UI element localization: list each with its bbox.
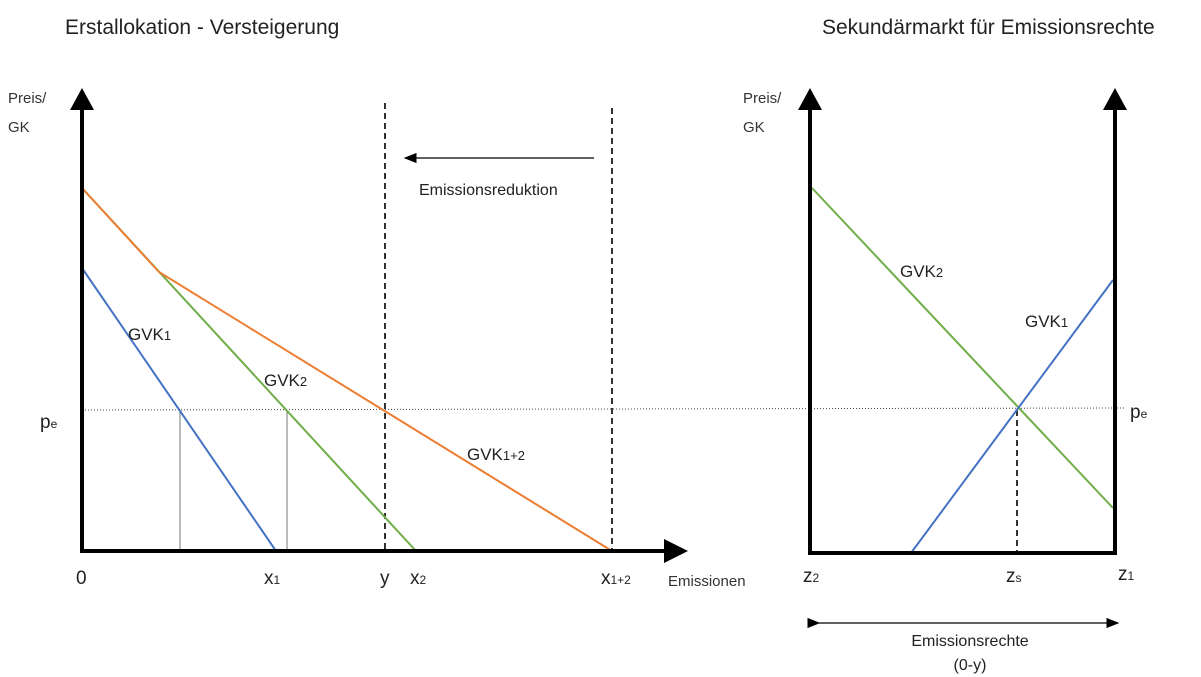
left-y-axis-label-gk: GK [8,119,30,136]
left-panel-title: Erstallokation - Versteigerung [65,16,339,39]
right-y-axis-label-gk: GK [743,119,765,136]
gvk1-label-right: GVK1 [1025,312,1068,331]
price-label-right: pe [1130,402,1148,423]
gvk12-label-left: GVK1+2 [467,445,525,464]
gvk1-curve-right [910,279,1114,554]
y-label: y [380,568,390,589]
gvk2-label-right: GVK2 [900,262,943,281]
left-y-axis-label-price: Preis/ [8,90,47,107]
emission-rights-label: Emissionsrechte [911,633,1028,650]
gvk2-curve-right [811,187,1114,509]
right-panel-title: Sekundärmarkt für Emissionsrechte [822,16,1155,39]
left-x-axis-arrowhead [664,539,688,563]
x2-label: x2 [410,568,427,589]
price-level-line [81,407,1125,411]
emission-reduction-label: Emissionsreduktion [419,182,558,199]
gvk12-curve-left [81,187,613,552]
left-x-axis-label: Emissionen [668,573,746,590]
z1-label: z1 [1118,564,1135,585]
right-right-axis-arrowhead [1103,88,1127,110]
origin-label: 0 [76,568,87,589]
emission-rights-range: (0-y) [954,657,987,674]
right-y-axis-label-price: Preis/ [743,90,782,107]
zs-label: zs [1006,566,1022,587]
right-left-axis-arrowhead [798,88,822,110]
z2-label: z2 [803,566,820,587]
price-label-left: pe [40,412,58,433]
x1-label: x1 [264,568,281,589]
x12-label: x1+2 [601,568,631,589]
gvk1-label-left: GVK1 [128,325,171,344]
gvk1-curve-left [81,267,277,552]
left-y-axis-arrowhead [70,88,94,110]
gvk2-label-left: GVK2 [264,371,307,390]
